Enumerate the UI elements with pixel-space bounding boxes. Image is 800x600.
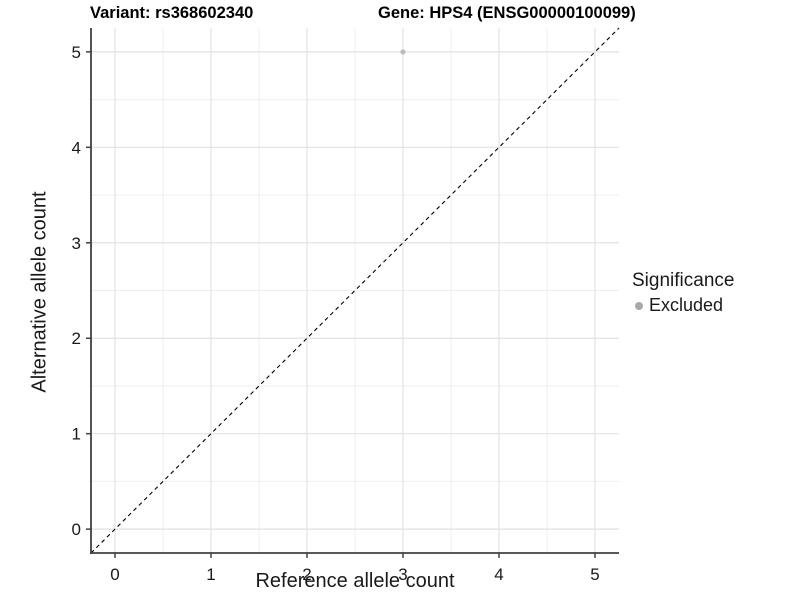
x-tick-label: 5	[590, 565, 599, 584]
y-tick-label: 3	[72, 234, 81, 253]
legend-title: Significance	[632, 270, 735, 291]
plot-title-gene: Gene: HPS4 (ENSG00000100099)	[378, 4, 636, 22]
y-tick-label: 4	[72, 138, 81, 157]
x-axis-title: Reference allele count	[255, 570, 455, 592]
x-tick-label: 4	[494, 565, 503, 584]
legend-key	[630, 297, 648, 315]
x-tick-label: 0	[110, 565, 119, 584]
x-tick-label: 2	[302, 565, 311, 584]
legend: Significance Excluded	[630, 270, 798, 316]
x-tick-label: 1	[206, 565, 215, 584]
y-tick-label: 2	[72, 329, 81, 348]
y-tick-label: 1	[72, 425, 81, 444]
y-tick-label: 5	[72, 43, 81, 62]
y-tick-label: 0	[72, 520, 81, 539]
legend-item-label: Excluded	[649, 295, 724, 315]
plot-title-variant: Variant: rs368602340	[90, 4, 254, 22]
excluded-dot-icon	[635, 301, 643, 310]
x-tick-label: 3	[398, 565, 407, 584]
legend-item-excluded: Excluded	[630, 295, 798, 316]
data-point	[400, 49, 406, 55]
y-axis-title: Alternative allele count	[28, 191, 51, 393]
